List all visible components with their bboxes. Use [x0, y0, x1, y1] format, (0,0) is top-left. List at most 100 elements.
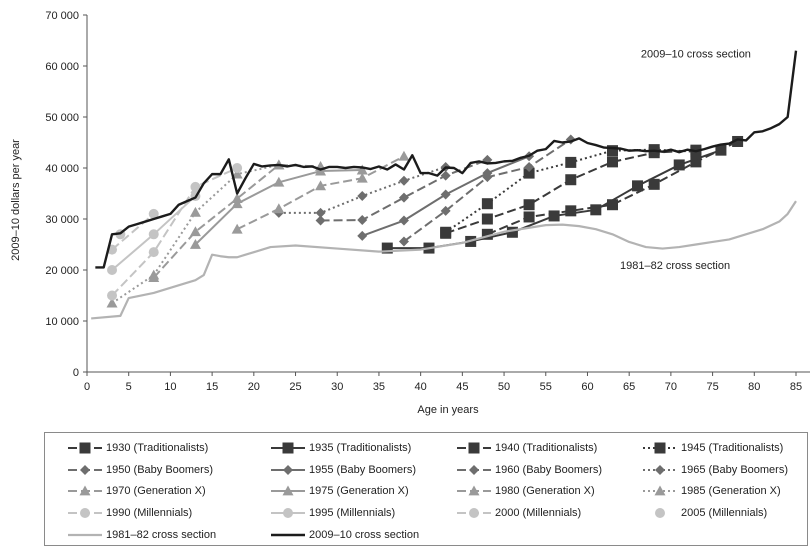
- x-ticks: 0 5 10 15 20 25 30 35 40 45 50 55 60 65 70 75 80 85: [84, 372, 802, 393]
- legend-marker: [654, 442, 666, 454]
- legend-label: 1930 (Traditionalists): [106, 441, 209, 454]
- x-tick-label: 80: [748, 381, 760, 393]
- data-point: [715, 144, 727, 156]
- legend-item: 1995 (Millennials): [252, 502, 438, 524]
- series-4: [440, 144, 702, 238]
- legend-item: 1940 (Traditionalists): [438, 437, 624, 459]
- data-point: [148, 269, 160, 280]
- data-point: [632, 180, 644, 192]
- data-point: [565, 174, 577, 186]
- data-point: [398, 215, 409, 226]
- legend-item: 1975 (Generation X): [252, 481, 438, 503]
- series-14: [107, 191, 201, 275]
- legend-swatch: [271, 508, 305, 519]
- data-point: [565, 205, 577, 217]
- x-tick-label: 25: [289, 381, 301, 393]
- data-point: [148, 247, 159, 258]
- series-6: [357, 151, 535, 241]
- y-tick-label: 0: [73, 367, 79, 379]
- legend-marker: [469, 508, 479, 519]
- y-tick-label: 30 000: [45, 214, 79, 226]
- y-axis: 0 10 000 20 000 30 000 40 000 50 000 60 000 70 …: [10, 10, 88, 379]
- legend-label: 1955 (Baby Boomers): [309, 463, 416, 476]
- legend-label: 2009–10 cross section: [309, 529, 420, 542]
- data-point: [481, 198, 493, 210]
- legend-item: 1930 (Traditionalists): [45, 437, 252, 459]
- x-tick-label: 10: [164, 381, 176, 393]
- series-line: [111, 167, 238, 297]
- series-17: [91, 200, 797, 320]
- y-tick-label: 40 000: [45, 163, 79, 175]
- legend-marker: [80, 464, 90, 475]
- data-point: [398, 150, 410, 161]
- data-point: [565, 156, 577, 168]
- legend-label: 1981–82 cross section: [106, 529, 217, 542]
- legend-marker: [468, 485, 480, 496]
- data-point: [315, 215, 326, 226]
- series-7: [315, 154, 493, 226]
- data-point: [356, 172, 368, 183]
- legend-label: 1950 (Baby Boomers): [106, 463, 213, 476]
- x-tick-label: 30: [331, 381, 343, 393]
- data-point: [148, 229, 159, 240]
- data-point: [648, 178, 660, 190]
- legend-swatch: [655, 508, 665, 519]
- legend-item: 2005 (Millennials): [624, 502, 809, 524]
- legend-marker: [283, 464, 293, 475]
- legend-marker: [79, 442, 91, 454]
- legend: 1930 (Traditionalists) 1935 (Traditionali…: [44, 432, 808, 546]
- legend-label: 1980 (Generation X): [495, 485, 595, 498]
- data-point: [690, 156, 702, 168]
- x-tick-label: 35: [373, 381, 385, 393]
- legend-swatch: [643, 485, 677, 496]
- x-tick-label: 5: [126, 381, 132, 393]
- series-10: [189, 164, 368, 249]
- data-point: [481, 228, 493, 240]
- legend-label: 1935 (Traditionalists): [309, 441, 412, 454]
- x-axis-title: Age in years: [417, 404, 479, 416]
- data-point: [482, 168, 493, 179]
- series-18: [95, 50, 798, 269]
- series-line: [91, 200, 797, 320]
- data-point: [273, 203, 285, 214]
- data-point: [606, 199, 618, 211]
- legend-swatch: [271, 464, 305, 475]
- legend-swatch: [271, 485, 305, 496]
- data-point: [398, 236, 409, 247]
- data-point: [106, 297, 118, 308]
- data-point: [315, 180, 327, 191]
- legend-item: 1950 (Baby Boomers): [45, 459, 252, 481]
- legend-item: 2009–10 cross section: [252, 524, 438, 546]
- x-tick-label: 70: [665, 381, 677, 393]
- x-tick-label: 0: [84, 381, 90, 393]
- data-point: [148, 208, 159, 219]
- data-point: [231, 193, 243, 203]
- legend-label: 1940 (Traditionalists): [495, 441, 598, 454]
- legend-label: 1965 (Baby Boomers): [681, 463, 788, 476]
- data-point: [189, 206, 201, 217]
- legend-marker: [282, 442, 294, 454]
- x-tick-label: 15: [206, 381, 218, 393]
- legend-marker: [282, 485, 294, 496]
- legend-marker: [469, 464, 479, 475]
- y-tick-label: 50 000: [45, 112, 79, 124]
- data-point: [440, 205, 451, 216]
- x-tick-label: 20: [248, 381, 260, 393]
- legend-item: 1970 (Generation X): [45, 481, 252, 503]
- data-point: [315, 207, 326, 218]
- data-point: [231, 223, 243, 234]
- legend-swatch: [643, 442, 677, 454]
- data-point: [673, 159, 685, 171]
- data-point: [381, 242, 393, 254]
- legend-swatch: [457, 485, 491, 496]
- data-point: [231, 198, 243, 209]
- data-point: [273, 176, 285, 187]
- series-1: [481, 135, 744, 240]
- x-tick-label: 50: [498, 381, 510, 393]
- data-point: [357, 215, 368, 226]
- x-tick-label: 45: [456, 381, 468, 393]
- legend-swatch: [457, 464, 491, 475]
- x-tick-label: 85: [790, 381, 802, 393]
- legend-marker: [468, 442, 480, 454]
